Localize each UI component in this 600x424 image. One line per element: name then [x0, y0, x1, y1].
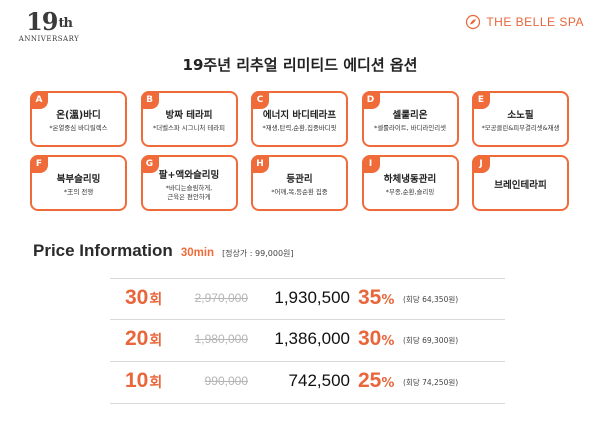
option-card-d: D 셀룰리온 *셀룰라이트, 바디라인리셋	[361, 91, 459, 147]
option-name: 복부슬리밍	[56, 174, 101, 185]
option-card-h: H 등관리 *어깨,목,등순환 집중	[251, 155, 348, 211]
option-name: 소노필	[507, 110, 534, 121]
anniversary-suffix: th	[58, 16, 73, 31]
option-desc: *부종,순환,슬리밍	[385, 188, 435, 196]
price-row: 30회 2,970,000 1,930,500 35% (회당 64,350원)	[110, 278, 505, 320]
option-desc: *모공클린&피부결리셋&재생	[481, 124, 560, 132]
option-desc: *王의 전쟁	[63, 188, 94, 196]
option-name: 셀룰리온	[392, 110, 428, 121]
page-title: 19주년 리추얼 리미티드 에디션 옵션	[182, 56, 418, 74]
session-count: 20회	[125, 327, 163, 350]
option-letter: C	[251, 91, 269, 109]
option-card-g: G 팔+액와슬리밍 *바디는슬림하게, 근육은 편안하게	[140, 155, 238, 211]
original-price: 2,970,000	[194, 291, 248, 305]
option-name: 등관리	[286, 174, 313, 185]
option-grid: A 온(溫)바디 *온열중심 바디릴렉스 B 방짜 테라피 *더벨스파 시그니처…	[30, 91, 570, 211]
option-desc: *바디는슬림하게, 근육은 편안하게	[165, 183, 213, 201]
option-name: 방짜 테라피	[165, 110, 213, 121]
option-card-i: I 하체냉동관리 *부종,순환,슬리밍	[361, 155, 459, 211]
option-letter: I	[361, 155, 380, 173]
regular-price: [정상가 : 99,000원]	[222, 249, 294, 258]
discount-rate: 25%	[358, 369, 395, 392]
option-card-e: E 소노필 *모공클린&피부결리셋&재생	[472, 91, 569, 147]
original-price: 990,000	[204, 374, 248, 388]
discount-rate: 35%	[358, 286, 395, 309]
anniversary-mark: 19th ANNIVERSARY	[14, 7, 84, 44]
per-session-price: (회당 69,300원)	[403, 336, 459, 345]
option-desc: *셀룰라이트, 바디라인리셋	[374, 124, 446, 132]
option-card-f: F 복부슬리밍 *王의 전쟁	[30, 155, 127, 211]
anniversary-label: ANNIVERSARY	[18, 35, 80, 43]
price-row: 20회 1,980,000 1,386,000 30% (회당 69,300원)	[110, 320, 505, 362]
sale-price: 742,500	[288, 371, 350, 390]
option-name: 브레인테라피	[494, 179, 547, 191]
option-desc: *재생,탄력,순환,집중바디핏	[262, 124, 337, 132]
per-session-price: (회당 64,350원)	[403, 295, 459, 304]
price-info-header: Price Information 30min [정상가 : 99,000원]	[33, 241, 294, 261]
option-letter: D	[361, 91, 380, 109]
belle-spa-logo-icon	[466, 14, 481, 30]
price-info-duration: 30min	[180, 247, 215, 259]
option-desc: *온열중심 바디릴렉스	[49, 124, 108, 132]
original-price: 1,980,000	[194, 332, 248, 346]
option-desc: *어깨,목,등순환 집중	[271, 188, 328, 196]
sale-price: 1,386,000	[274, 329, 350, 348]
option-card-c: C 에너지 바디테라프 *재생,탄력,순환,집중바디핏	[251, 91, 348, 147]
option-card-j: J 브레인테라피	[472, 155, 569, 211]
session-count: 10회	[125, 369, 163, 392]
option-card-a: A 온(溫)바디 *온열중심 바디릴렉스	[30, 91, 127, 147]
price-info-heading: Price Information	[33, 241, 173, 260]
option-letter: G	[140, 155, 159, 173]
sale-price: 1,930,500	[274, 288, 350, 307]
option-letter: H	[251, 155, 269, 173]
option-letter: E	[472, 91, 490, 109]
per-session-price: (회당 74,250원)	[403, 378, 459, 387]
session-count: 30회	[125, 286, 163, 309]
brand: THE BELLE SPA	[465, 14, 584, 30]
option-card-b: B 방짜 테라피 *더벨스파 시그니처 테라피	[140, 91, 238, 147]
brand-name: THE BELLE SPA	[486, 15, 584, 29]
price-table: 30회 2,970,000 1,930,500 35% (회당 64,350원)…	[110, 278, 505, 404]
anniversary-number: 19th	[26, 7, 73, 36]
option-name: 온(溫)바디	[56, 110, 101, 121]
price-row: 10회 990,000 742,500 25% (회당 74,250원)	[110, 362, 505, 404]
option-letter: B	[140, 91, 159, 109]
option-letter: F	[30, 155, 48, 173]
option-letter: A	[30, 91, 48, 109]
option-letter: J	[472, 155, 490, 173]
option-name: 에너지 바디테라프	[262, 110, 337, 121]
discount-rate: 30%	[358, 327, 395, 350]
option-name: 하체냉동관리	[383, 174, 437, 185]
option-desc: *더벨스파 시그니처 테라피	[153, 124, 225, 132]
option-name: 팔+액와슬리밍	[158, 169, 220, 181]
